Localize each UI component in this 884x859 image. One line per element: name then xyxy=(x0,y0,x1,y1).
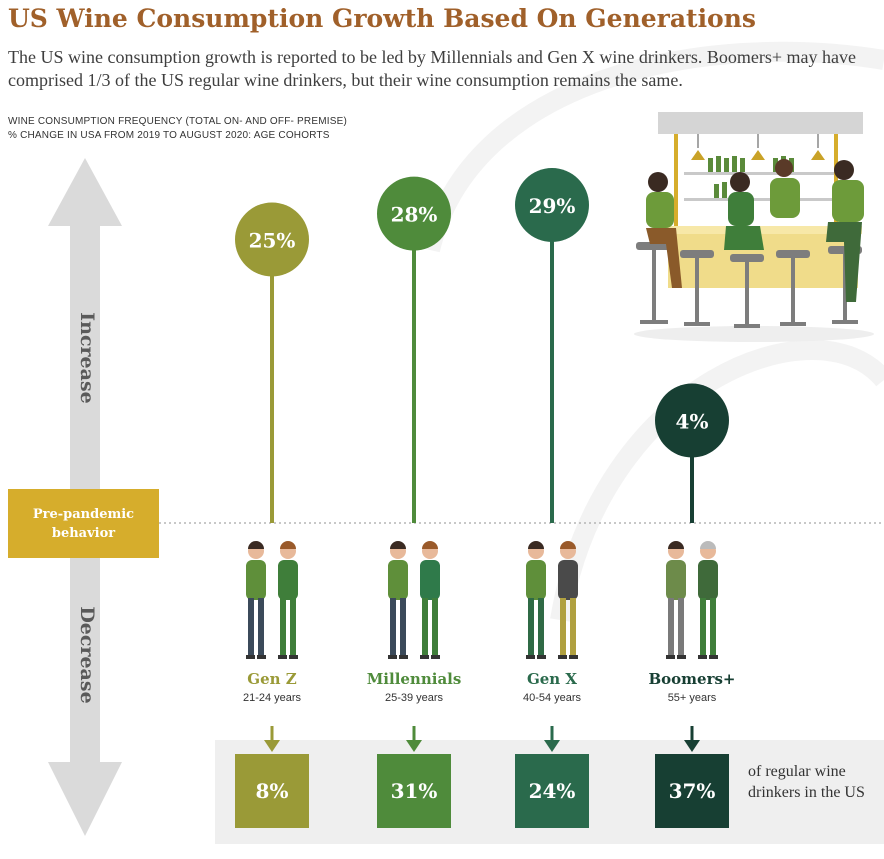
pre-pandemic-label: Pre-pandemic behavior xyxy=(8,489,159,558)
caption-line-2: % CHANGE IN USA FROM 2019 TO AUGUST 2020… xyxy=(8,130,330,141)
growth-value-gen-z: 25% xyxy=(249,228,296,252)
people-icon-millennials xyxy=(388,541,440,659)
growth-bubble-gen-x xyxy=(515,168,589,242)
growth-value-gen-x: 29% xyxy=(529,194,576,218)
share-box-boomers xyxy=(655,754,729,828)
generation-age-millennials: 25-39 years xyxy=(384,692,444,704)
growth-bubble-gen-z xyxy=(235,202,309,277)
caption-line-1: WINE CONSUMPTION FREQUENCY (TOTAL ON- AN… xyxy=(8,116,347,127)
share-arrow-icon-gen-x xyxy=(544,740,560,752)
generation-name-gen-z: Gen Z xyxy=(247,670,297,688)
growth-value-millennials: 28% xyxy=(391,203,438,227)
share-value-boomers: 37% xyxy=(669,779,716,803)
page-subtitle: The US wine consumption growth is report… xyxy=(8,47,856,90)
pre-pandemic-label-line1: Pre-pandemic xyxy=(32,506,135,522)
share-box-millennials xyxy=(377,754,451,828)
share-arrow-icon-gen-z xyxy=(264,740,280,752)
share-box-gen-x xyxy=(515,754,589,828)
generation-age-gen-x: 40-54 years xyxy=(522,692,582,704)
share-arrow-icon-millennials xyxy=(406,740,422,752)
share-box-gen-z xyxy=(235,754,309,828)
generation-name-boomers: Boomers+ xyxy=(648,670,736,688)
generation-name-millennials: Millennials xyxy=(366,670,462,688)
growth-bubble-millennials xyxy=(377,176,451,251)
share-caption: of regular wine drinkers in the US xyxy=(748,763,865,801)
generation-age-gen-z: 21-24 years xyxy=(242,692,302,704)
share-value-gen-x: 24% xyxy=(529,779,576,803)
wine-bar-illustration xyxy=(634,112,874,342)
page-title: US Wine Consumption Growth Based On Gene… xyxy=(8,4,756,33)
share-arrow-icon-boomers xyxy=(684,740,700,752)
share-value-millennials: 31% xyxy=(391,779,438,803)
share-value-gen-z: 8% xyxy=(256,779,289,803)
generation-name-gen-x: Gen X xyxy=(526,670,578,688)
pre-pandemic-label-line2: behavior xyxy=(51,525,116,541)
growth-bubble-boomers xyxy=(655,383,729,458)
generation-age-boomers: 55+ years xyxy=(667,692,717,704)
growth-value-boomers: 4% xyxy=(676,410,709,434)
people-icon-gen-x xyxy=(526,541,578,659)
people-icon-gen-z xyxy=(246,541,298,659)
people-icon-boomers xyxy=(666,541,718,659)
